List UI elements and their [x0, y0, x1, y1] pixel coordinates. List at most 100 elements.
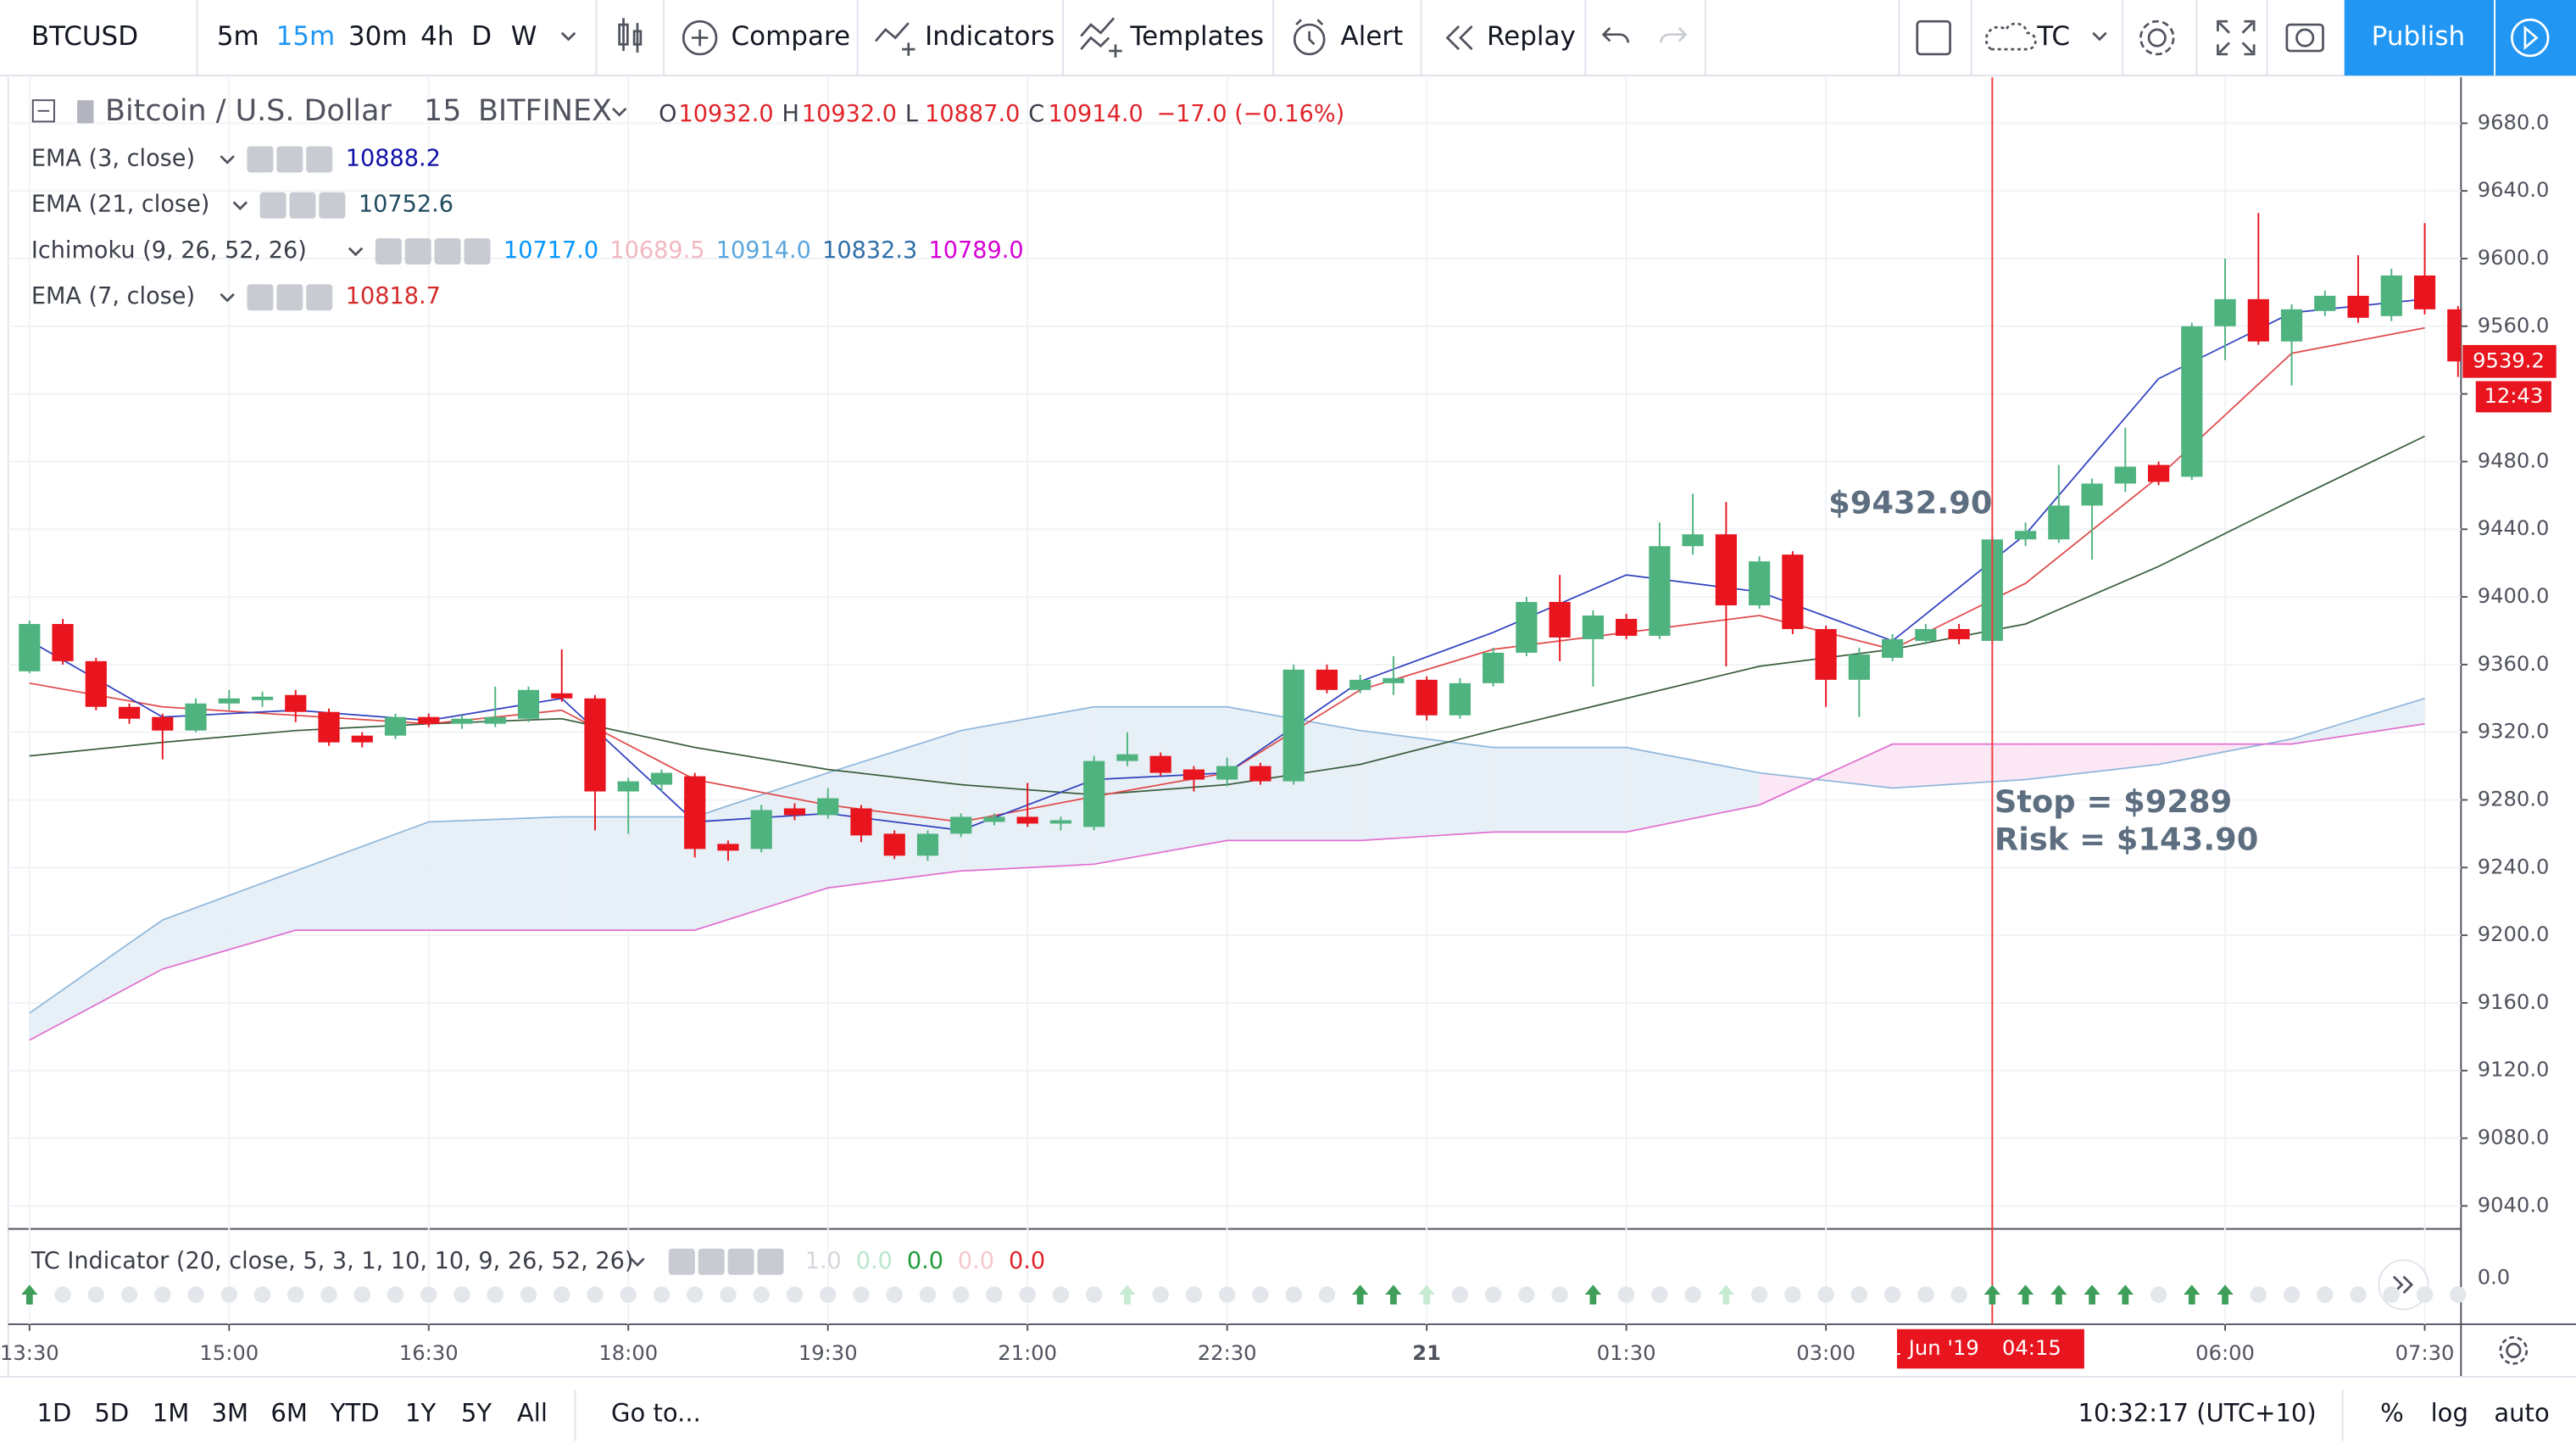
tc-dot	[120, 1286, 138, 1303]
scale-option[interactable]: %	[2380, 1398, 2404, 1427]
tc-signal-arrow	[2084, 1284, 2100, 1305]
indicators-button[interactable]: Indicators	[925, 21, 1054, 52]
indicators-icon[interactable]	[874, 22, 915, 56]
goto-button[interactable]: Go to...	[611, 1398, 701, 1427]
compare-icon[interactable]	[682, 19, 718, 56]
tc-dot	[2450, 1286, 2467, 1303]
cloud-icon[interactable]	[1984, 22, 2037, 51]
tc-dot	[653, 1286, 670, 1303]
templates-button[interactable]: Templates	[1129, 21, 1264, 52]
tc-dot	[187, 1286, 204, 1303]
snapshot-button[interactable]	[2285, 23, 2324, 53]
redo-button[interactable]	[1660, 26, 1688, 43]
entry-annotation: $9432.90	[1828, 484, 1992, 521]
interval[interactable]: D	[471, 21, 492, 52]
study-action[interactable]	[319, 192, 346, 219]
ichimoku-span-b	[29, 722, 2425, 1041]
axis-settings-button[interactable]	[2499, 1336, 2529, 1365]
candle-body	[118, 706, 141, 719]
tc-dot	[287, 1286, 304, 1303]
select-button[interactable]	[1916, 19, 1951, 56]
tc-action[interactable]	[757, 1248, 784, 1275]
candle-body	[1182, 769, 1205, 780]
study-action[interactable]	[276, 146, 303, 173]
candle-body	[2347, 295, 2369, 318]
interval[interactable]: 4h	[420, 21, 453, 52]
interval[interactable]: 30m	[348, 21, 408, 52]
candle-body	[2081, 483, 2103, 506]
scale-option[interactable]: auto	[2494, 1398, 2549, 1427]
study-value: 10689.5	[609, 237, 704, 264]
range-button[interactable]: All	[517, 1398, 548, 1427]
symbol-menu[interactable]	[611, 107, 627, 117]
tc-action[interactable]	[727, 1248, 754, 1275]
study-menu[interactable]	[220, 292, 235, 303]
alert-button[interactable]: Alert	[1341, 21, 1404, 52]
layout-menu[interactable]	[2092, 31, 2107, 42]
range-button[interactable]: 1M	[153, 1398, 190, 1427]
publish-button[interactable]	[2344, 0, 2495, 76]
settings-button[interactable]	[2139, 19, 2175, 56]
range-button[interactable]: 3M	[212, 1398, 249, 1427]
candle-body	[617, 781, 639, 792]
tc-menu[interactable]	[630, 1257, 645, 1267]
range-button[interactable]: 5Y	[461, 1398, 492, 1427]
study-action[interactable]	[464, 237, 491, 265]
cloud-segment	[428, 816, 562, 931]
range-button[interactable]: 6M	[270, 1398, 308, 1427]
interval[interactable]: W	[511, 21, 537, 52]
study-action[interactable]	[306, 146, 333, 173]
study-menu[interactable]	[232, 201, 248, 211]
candle-body	[2247, 298, 2269, 342]
study-action[interactable]	[434, 237, 461, 265]
fullscreen-button[interactable]	[2217, 19, 2256, 56]
study-action[interactable]	[276, 284, 303, 311]
candle-body	[850, 808, 872, 836]
study-menu[interactable]	[220, 155, 235, 164]
interval-active[interactable]: 15m	[276, 21, 336, 52]
tc-dot	[1318, 1286, 1336, 1303]
chart-style-button[interactable]	[618, 18, 643, 53]
replay-button[interactable]: Replay	[1487, 21, 1576, 52]
alert-icon[interactable]	[1293, 19, 1326, 56]
layout-name[interactable]: TC	[2036, 21, 2070, 52]
publish-label[interactable]: Publish	[2372, 21, 2466, 52]
flag-icon[interactable]	[77, 100, 94, 124]
replay-icon[interactable]	[1445, 25, 1473, 51]
tc-action[interactable]	[698, 1248, 725, 1275]
interval-menu[interactable]	[560, 31, 576, 42]
scroll-right-button[interactable]	[2378, 1259, 2429, 1311]
interval[interactable]: 5m	[217, 21, 259, 52]
study-action[interactable]	[306, 284, 333, 311]
candle-body	[1682, 534, 1704, 547]
collapse-button[interactable]	[31, 99, 55, 123]
candle-body	[1882, 638, 1904, 658]
x-tick-label: 01:30	[1597, 1341, 1656, 1365]
tc-dot	[853, 1286, 870, 1303]
tc-dot	[1185, 1286, 1203, 1303]
symbol[interactable]: BTCUSD	[31, 21, 138, 52]
scale-option[interactable]: log	[2431, 1398, 2468, 1427]
study-action[interactable]	[289, 192, 316, 219]
study-action[interactable]	[259, 192, 287, 219]
undo-button[interactable]	[1601, 26, 1630, 43]
templates-icon[interactable]	[1080, 17, 1122, 58]
candle-body	[384, 716, 407, 736]
countdown: 12:43	[2484, 384, 2543, 408]
tc-value: 1.0	[805, 1248, 842, 1274]
compare-button[interactable]: Compare	[731, 21, 850, 52]
study-value: 10818.7	[346, 283, 441, 309]
study-action[interactable]	[247, 284, 274, 311]
y-tick-label: 9080.0	[2478, 1126, 2550, 1150]
range-button[interactable]: 1D	[37, 1398, 72, 1427]
range-button[interactable]: 5D	[94, 1398, 129, 1427]
study-action[interactable]	[247, 146, 274, 173]
study-value: 10789.0	[928, 237, 1023, 264]
range-button[interactable]: 1Y	[405, 1398, 436, 1427]
y-tick-label: 9280.0	[2478, 787, 2550, 811]
range-button[interactable]: YTD	[330, 1398, 380, 1427]
tc-action[interactable]	[668, 1248, 695, 1275]
study-action[interactable]	[404, 237, 431, 265]
study-action[interactable]	[375, 237, 402, 265]
study-menu[interactable]	[348, 247, 364, 257]
